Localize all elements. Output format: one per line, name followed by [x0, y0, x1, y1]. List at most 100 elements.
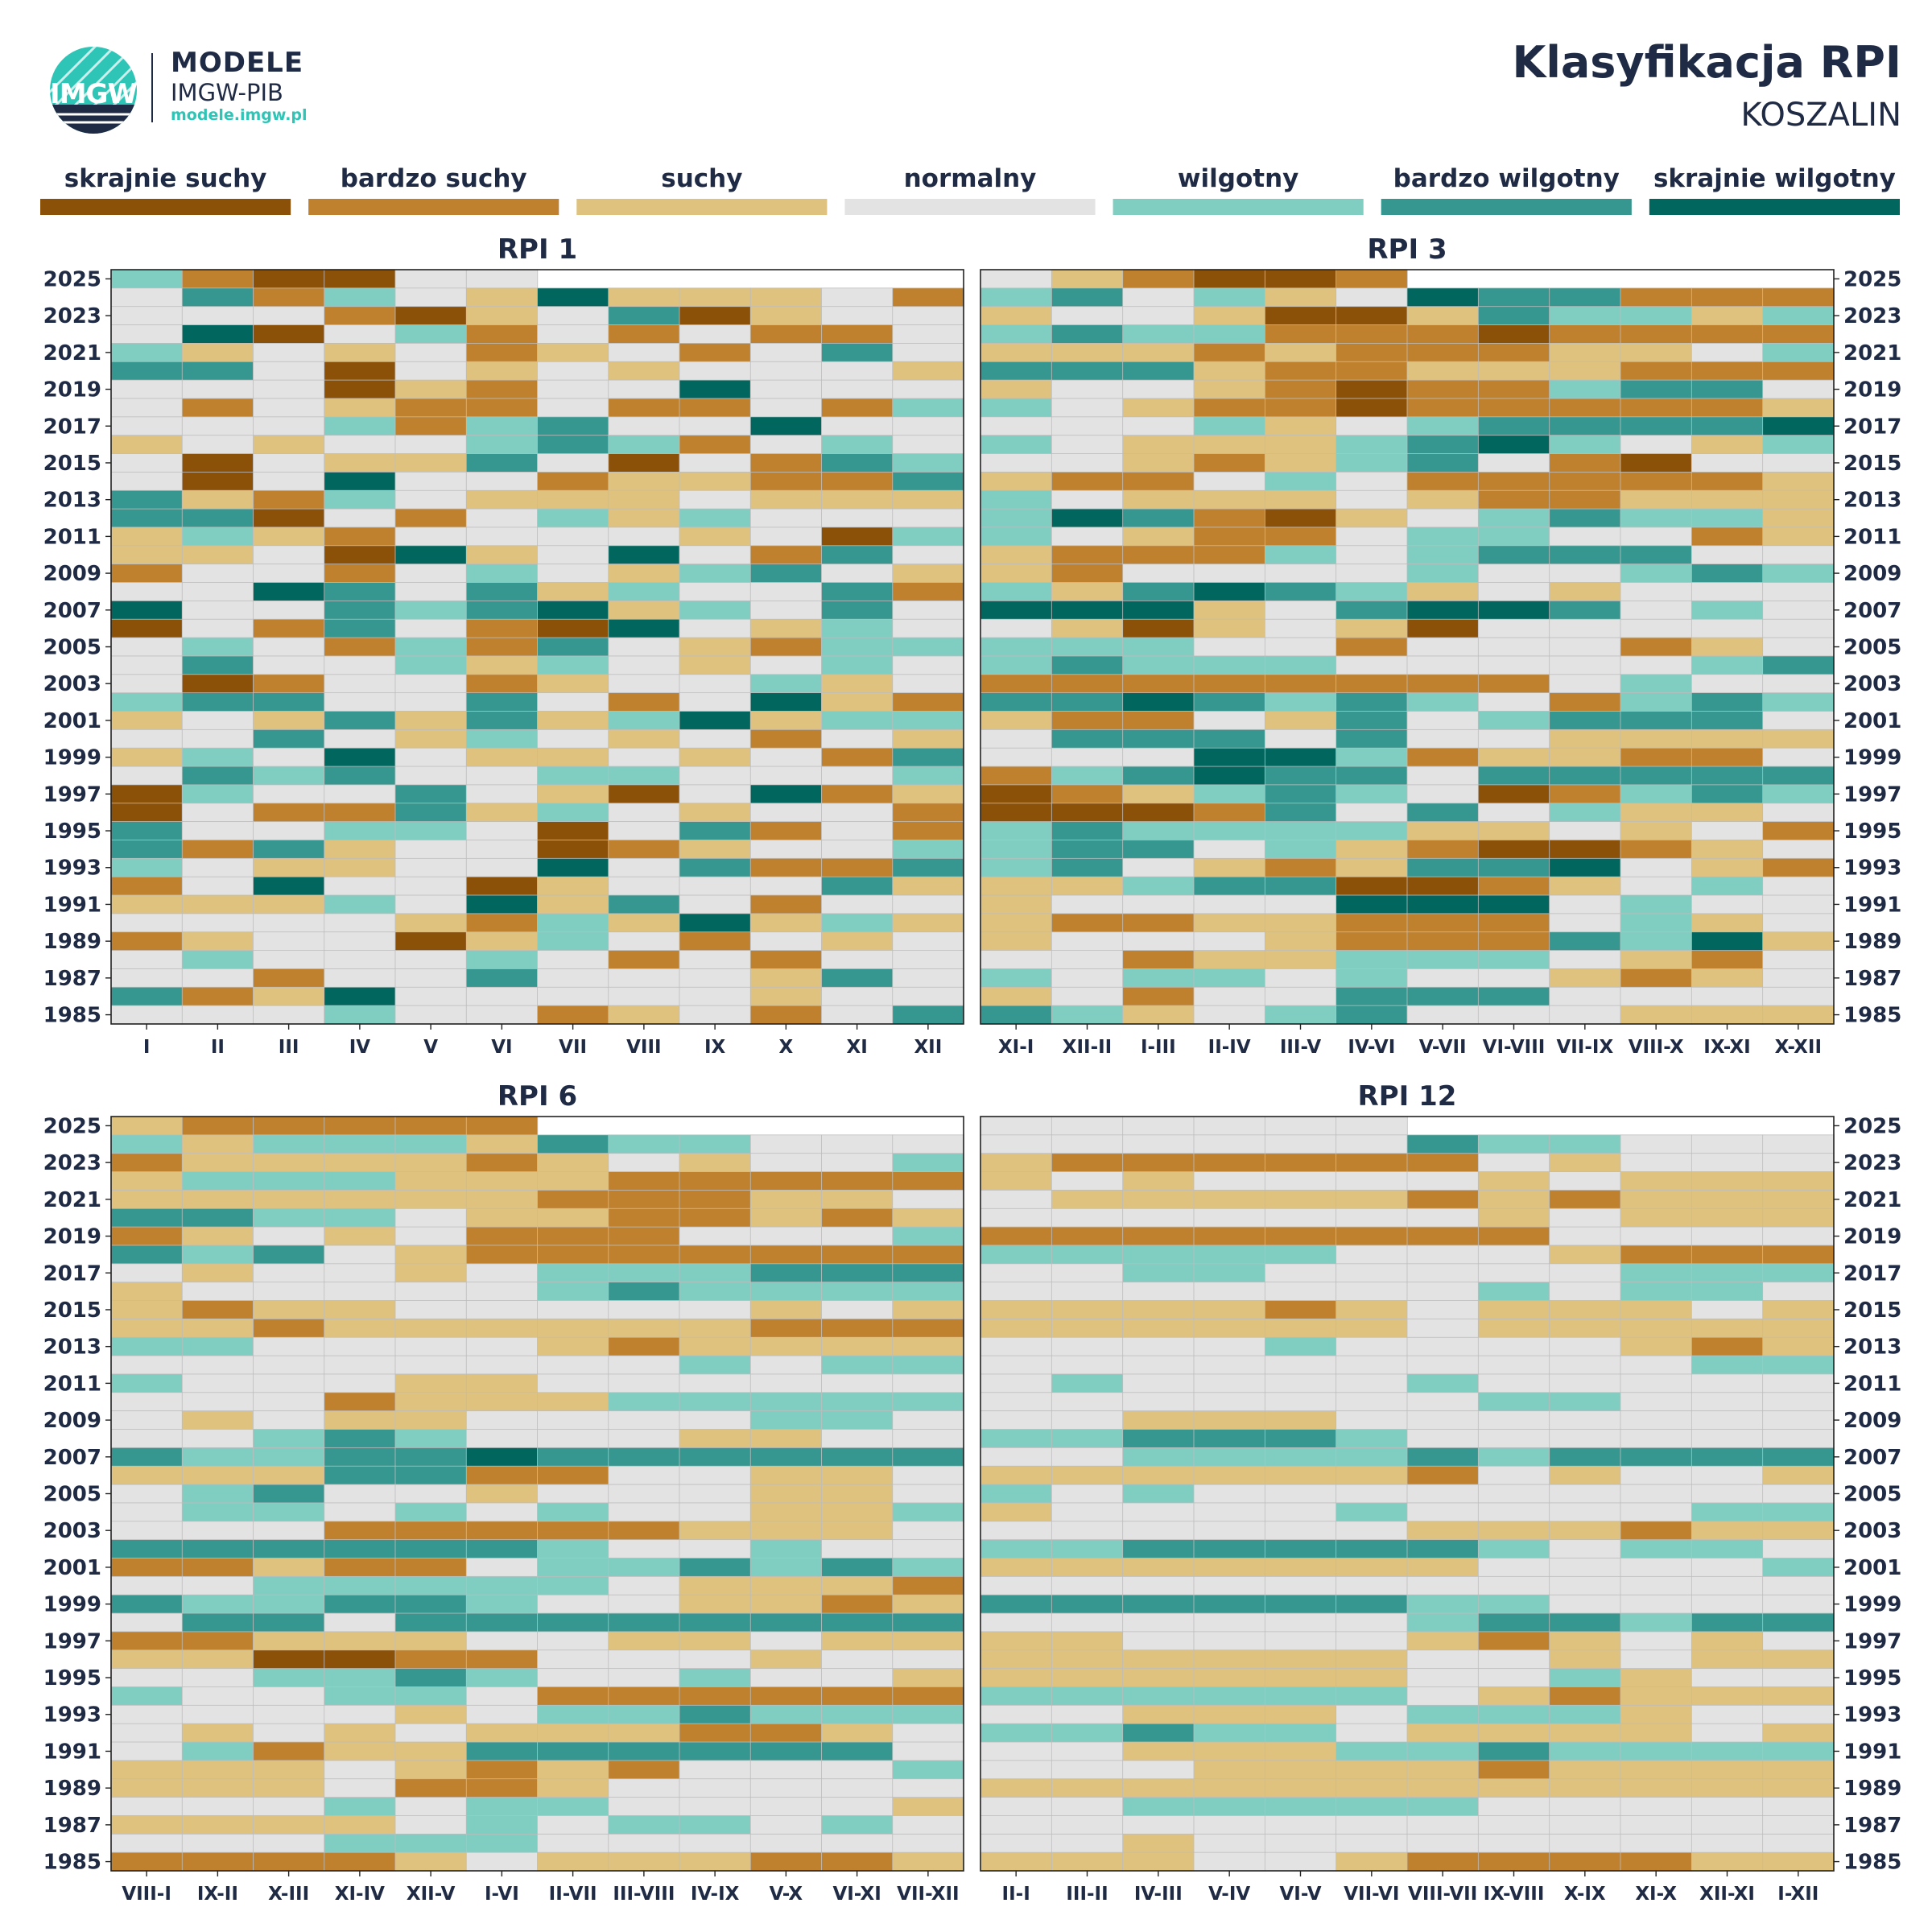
- heatmap-cell: [181, 950, 254, 970]
- heatmap-cell: [1549, 1465, 1621, 1485]
- heatmap-cell: [892, 1575, 964, 1596]
- heatmap-cell: [980, 1815, 1053, 1835]
- heatmap-cell: [749, 894, 823, 914]
- heatmap-cell: [892, 1373, 964, 1393]
- heatmap-cell: [749, 1778, 823, 1798]
- heatmap-cell: [1193, 1153, 1266, 1173]
- heatmap-cell: [1193, 1521, 1266, 1541]
- heatmap-cell: [1122, 1429, 1195, 1449]
- heatmap-cell: [1477, 894, 1550, 914]
- heatmap-cell: [1335, 1282, 1408, 1302]
- heatmap-cell: [253, 692, 325, 712]
- heatmap-cell: [394, 564, 467, 584]
- heatmap-cell: [1335, 637, 1408, 657]
- heatmap-cell: [1264, 1153, 1337, 1173]
- heatmap-cell: [679, 1300, 751, 1320]
- heatmap-cell: [679, 1282, 751, 1302]
- heatmap-cell: [679, 287, 751, 308]
- heatmap-cell: [608, 564, 680, 584]
- heatmap-cell: [679, 986, 751, 1006]
- x-tick-label: XI-IV: [335, 1884, 385, 1905]
- heatmap-cell: [679, 894, 751, 914]
- heatmap-cell: [749, 766, 823, 786]
- brand-title: MODELE: [171, 47, 304, 79]
- heatmap-cell: [1620, 453, 1693, 473]
- heatmap-cell: [1051, 1190, 1124, 1209]
- heatmap-cell: [324, 582, 396, 602]
- heatmap-cell: [1762, 453, 1835, 473]
- heatmap-cell: [324, 471, 396, 491]
- heatmap-cell: [394, 1300, 467, 1320]
- heatmap-cell: [1335, 1392, 1408, 1412]
- heatmap-cell: [1762, 526, 1835, 547]
- heatmap-cell: [1549, 306, 1621, 326]
- heatmap-cell: [821, 1134, 894, 1154]
- heatmap-cell: [110, 1171, 183, 1191]
- heatmap-cell: [1193, 711, 1266, 731]
- heatmap-cell: [537, 453, 609, 473]
- heatmap-cell: [1762, 1392, 1835, 1412]
- heatmap-cell: [608, 784, 680, 804]
- heatmap-cell: [1193, 1263, 1266, 1283]
- brand-subtitle: IMGW-PIB: [171, 79, 283, 106]
- heatmap-cell: [892, 1484, 964, 1504]
- heatmap-cell: [892, 1392, 964, 1412]
- heatmap-cell: [1690, 1521, 1764, 1541]
- heatmap-cell: [1549, 950, 1621, 970]
- heatmap-cell: [110, 1778, 183, 1798]
- heatmap-cell: [1549, 1668, 1621, 1688]
- heatmap-cell: [1690, 655, 1764, 675]
- heatmap-cell: [821, 361, 894, 381]
- y-tick-label: 2007: [1843, 1446, 1901, 1470]
- heatmap-cell: [1122, 840, 1195, 860]
- heatmap-cell: [1690, 398, 1764, 418]
- heatmap-cell: [324, 1116, 396, 1136]
- heatmap-cell: [892, 747, 964, 767]
- heatmap-cell: [1762, 582, 1835, 602]
- heatmap-cell: [537, 1760, 609, 1780]
- heatmap-cell: [1406, 711, 1480, 731]
- heatmap-cell: [1335, 766, 1408, 786]
- heatmap-cell: [324, 1575, 396, 1596]
- heatmap-cell: [1762, 379, 1835, 399]
- heatmap-cell: [1549, 1797, 1621, 1817]
- x-tick-label: VI-VIII: [1483, 1037, 1546, 1058]
- heatmap-cell: [980, 1760, 1053, 1780]
- heatmap-cell: [679, 913, 751, 933]
- heatmap-cell: [253, 1410, 325, 1430]
- heatmap-cell: [1549, 1336, 1621, 1356]
- heatmap-cell: [1122, 287, 1195, 308]
- heatmap-cell: [1762, 1668, 1835, 1688]
- heatmap-cell: [679, 1355, 751, 1375]
- heatmap-cell: [1690, 1668, 1764, 1688]
- heatmap-cell: [1335, 986, 1408, 1006]
- heatmap-cell: [679, 1318, 751, 1338]
- brand-url-link[interactable]: modele.imgw.pl: [171, 106, 308, 124]
- heatmap-cell: [1335, 306, 1408, 326]
- heatmap-cell: [1193, 1336, 1266, 1356]
- heatmap-cell: [821, 582, 894, 602]
- heatmap-cell: [821, 435, 894, 455]
- heatmap-cell: [749, 1852, 823, 1872]
- heatmap-cell: [1122, 968, 1195, 988]
- heatmap-cell: [465, 1171, 539, 1191]
- x-tick-label: VII-IX: [1556, 1037, 1613, 1058]
- heatmap-cell: [1690, 1815, 1764, 1835]
- heatmap-cell: [1690, 637, 1764, 657]
- heatmap-cell: [1620, 1760, 1693, 1780]
- heatmap-cell: [1549, 453, 1621, 473]
- heatmap-cell: [892, 1521, 964, 1541]
- legend: skrajnie suchy bardzo suchy suchy normalny w…: [40, 164, 1900, 215]
- heatmap-cell: [608, 1282, 680, 1302]
- heatmap-cell: [821, 1300, 894, 1320]
- heatmap-cell: [1690, 1171, 1764, 1191]
- heatmap-cell: [1264, 324, 1337, 345]
- heatmap-cell: [1051, 1815, 1124, 1835]
- heatmap-cell: [181, 1723, 254, 1743]
- heatmap-cell: [1762, 1447, 1835, 1467]
- heatmap-cell: [110, 821, 183, 841]
- heatmap-cell: [1549, 1704, 1621, 1724]
- heatmap-cell: [1620, 1300, 1693, 1320]
- heatmap-cell: [110, 1447, 183, 1467]
- heatmap-cell: [181, 637, 254, 657]
